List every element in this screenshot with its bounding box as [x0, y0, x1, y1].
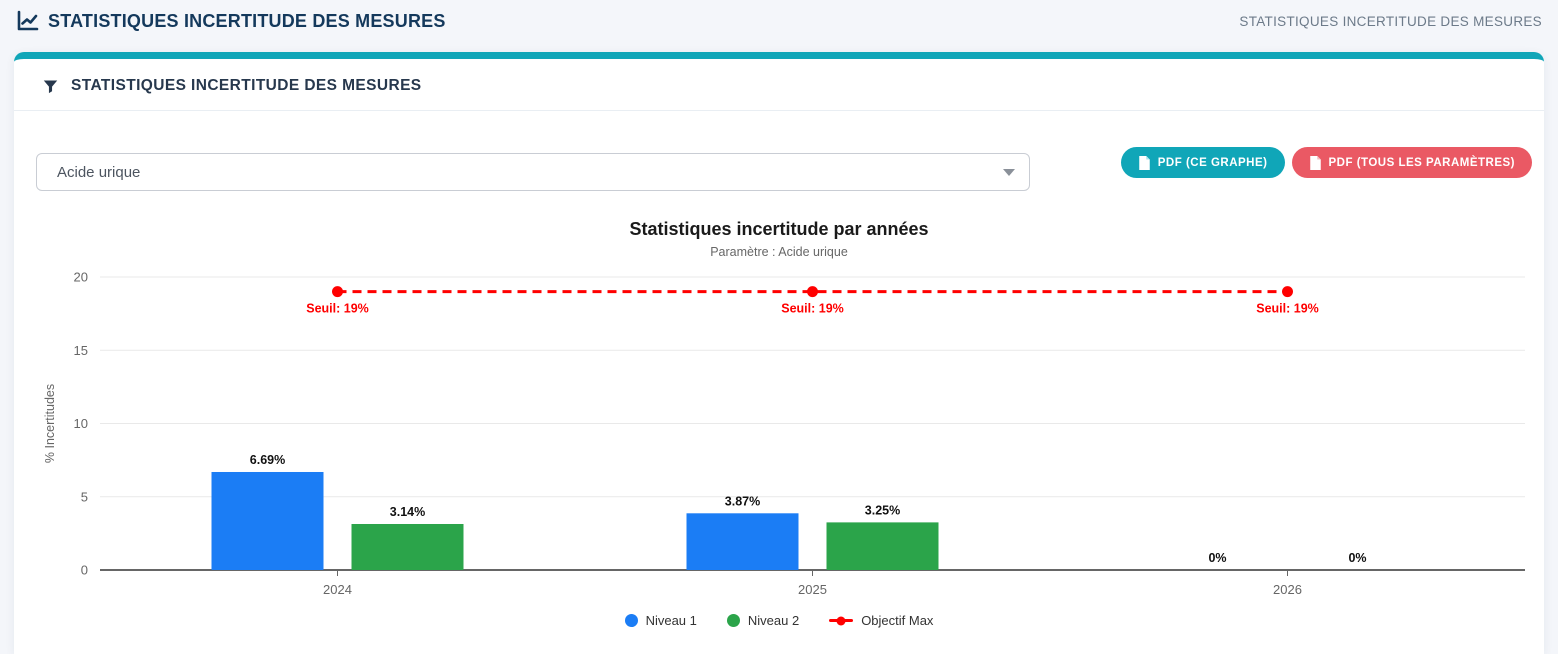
pdf-all-button[interactable]: PDF (TOUS LES PARAMÈTRES) [1291, 147, 1532, 178]
x-tick-label: 2026 [1273, 582, 1302, 597]
legend-swatch-objectif-max [829, 619, 854, 622]
chart-line-icon [16, 9, 40, 33]
legend-item-niveau-1[interactable]: Niveau 1 [624, 613, 697, 628]
legend-item-objectif-max[interactable]: Objectif Max [829, 613, 933, 628]
bar-value-label: 0% [1208, 551, 1226, 565]
y-tick-label: 15 [74, 343, 88, 358]
y-axis-title: % Incertitudes [43, 384, 57, 463]
bar-niveau-2-2025[interactable] [826, 522, 939, 570]
bar-value-label: 6.69% [250, 453, 285, 467]
card-header: STATISTIQUES INCERTITUDE DES MESURES [14, 59, 1544, 111]
app-header: STATISTIQUES INCERTITUDE DES MESURES STA… [0, 0, 1558, 52]
bar-value-label: 3.87% [725, 494, 760, 508]
legend-swatch-niveau-1 [624, 614, 638, 627]
y-tick-label: 20 [74, 270, 88, 285]
file-icon [1309, 155, 1322, 170]
pdf-graph-button-label: PDF (CE GRAPHE) [1157, 156, 1268, 169]
legend-label: Objectif Max [861, 613, 934, 628]
x-tick-label: 2025 [798, 582, 827, 597]
bar-chart: 0 5 10 15 20 % Incertitudes 2024 6.69% 3.14% 2025… [43, 270, 1525, 597]
threshold-label: Seuil: 19% [781, 302, 844, 316]
bar-niveau-1-2025[interactable] [686, 513, 799, 570]
bar-value-label: 0% [1348, 551, 1366, 565]
chart-subtitle: Paramètre : Acide urique [710, 245, 848, 259]
filter-icon [42, 78, 59, 95]
pdf-all-button-label: PDF (TOUS LES PARAMÈTRES) [1328, 156, 1515, 169]
parameter-select[interactable]: Acide urique [36, 153, 1030, 191]
threshold-label: Seuil: 19% [1256, 302, 1319, 316]
x-tick-label: 2024 [323, 582, 352, 597]
bar-value-label: 3.25% [865, 503, 900, 517]
chevron-down-icon [1003, 168, 1015, 176]
chart-title: Statistiques incertitude par années [629, 219, 929, 239]
legend-item-niveau-2[interactable]: Niveau 2 [726, 613, 800, 628]
pdf-graph-button[interactable]: PDF (CE GRAPHE) [1120, 147, 1285, 178]
panel-title: STATISTIQUES INCERTITUDE DES MESURES [71, 77, 422, 94]
page-title: STATISTIQUES INCERTITUDE DES MESURES [48, 10, 446, 31]
legend-swatch-niveau-2 [726, 614, 740, 627]
threshold-label: Seuil: 19% [306, 302, 369, 316]
controls-row: Acide urique PDF (CE GRAPHE) PDF (TOUS L [14, 111, 1544, 191]
statistics-card: STATISTIQUES INCERTITUDE DES MESURES Aci… [14, 52, 1544, 654]
pdf-file-icon [1138, 155, 1151, 170]
y-tick-label: 0 [81, 563, 88, 578]
bar-value-label: 3.14% [390, 505, 425, 519]
breadcrumb: STATISTIQUES INCERTITUDE DES MESURES [1239, 13, 1542, 29]
threshold-point [1282, 286, 1293, 298]
chart-legend: Niveau 1 Niveau 2 Objectif Max [14, 613, 1544, 628]
bar-niveau-2-2024[interactable] [351, 523, 464, 570]
parameter-select-value: Acide urique [57, 163, 141, 181]
bar-niveau-1-2024[interactable] [211, 471, 324, 570]
legend-label: Niveau 2 [747, 613, 800, 628]
legend-label: Niveau 1 [645, 613, 697, 628]
chart-block: Statistiques incertitude par années Para… [14, 219, 1544, 628]
threshold-point [332, 286, 343, 298]
y-tick-label: 10 [74, 416, 88, 431]
y-tick-label: 5 [81, 489, 88, 504]
threshold-point [807, 286, 818, 298]
